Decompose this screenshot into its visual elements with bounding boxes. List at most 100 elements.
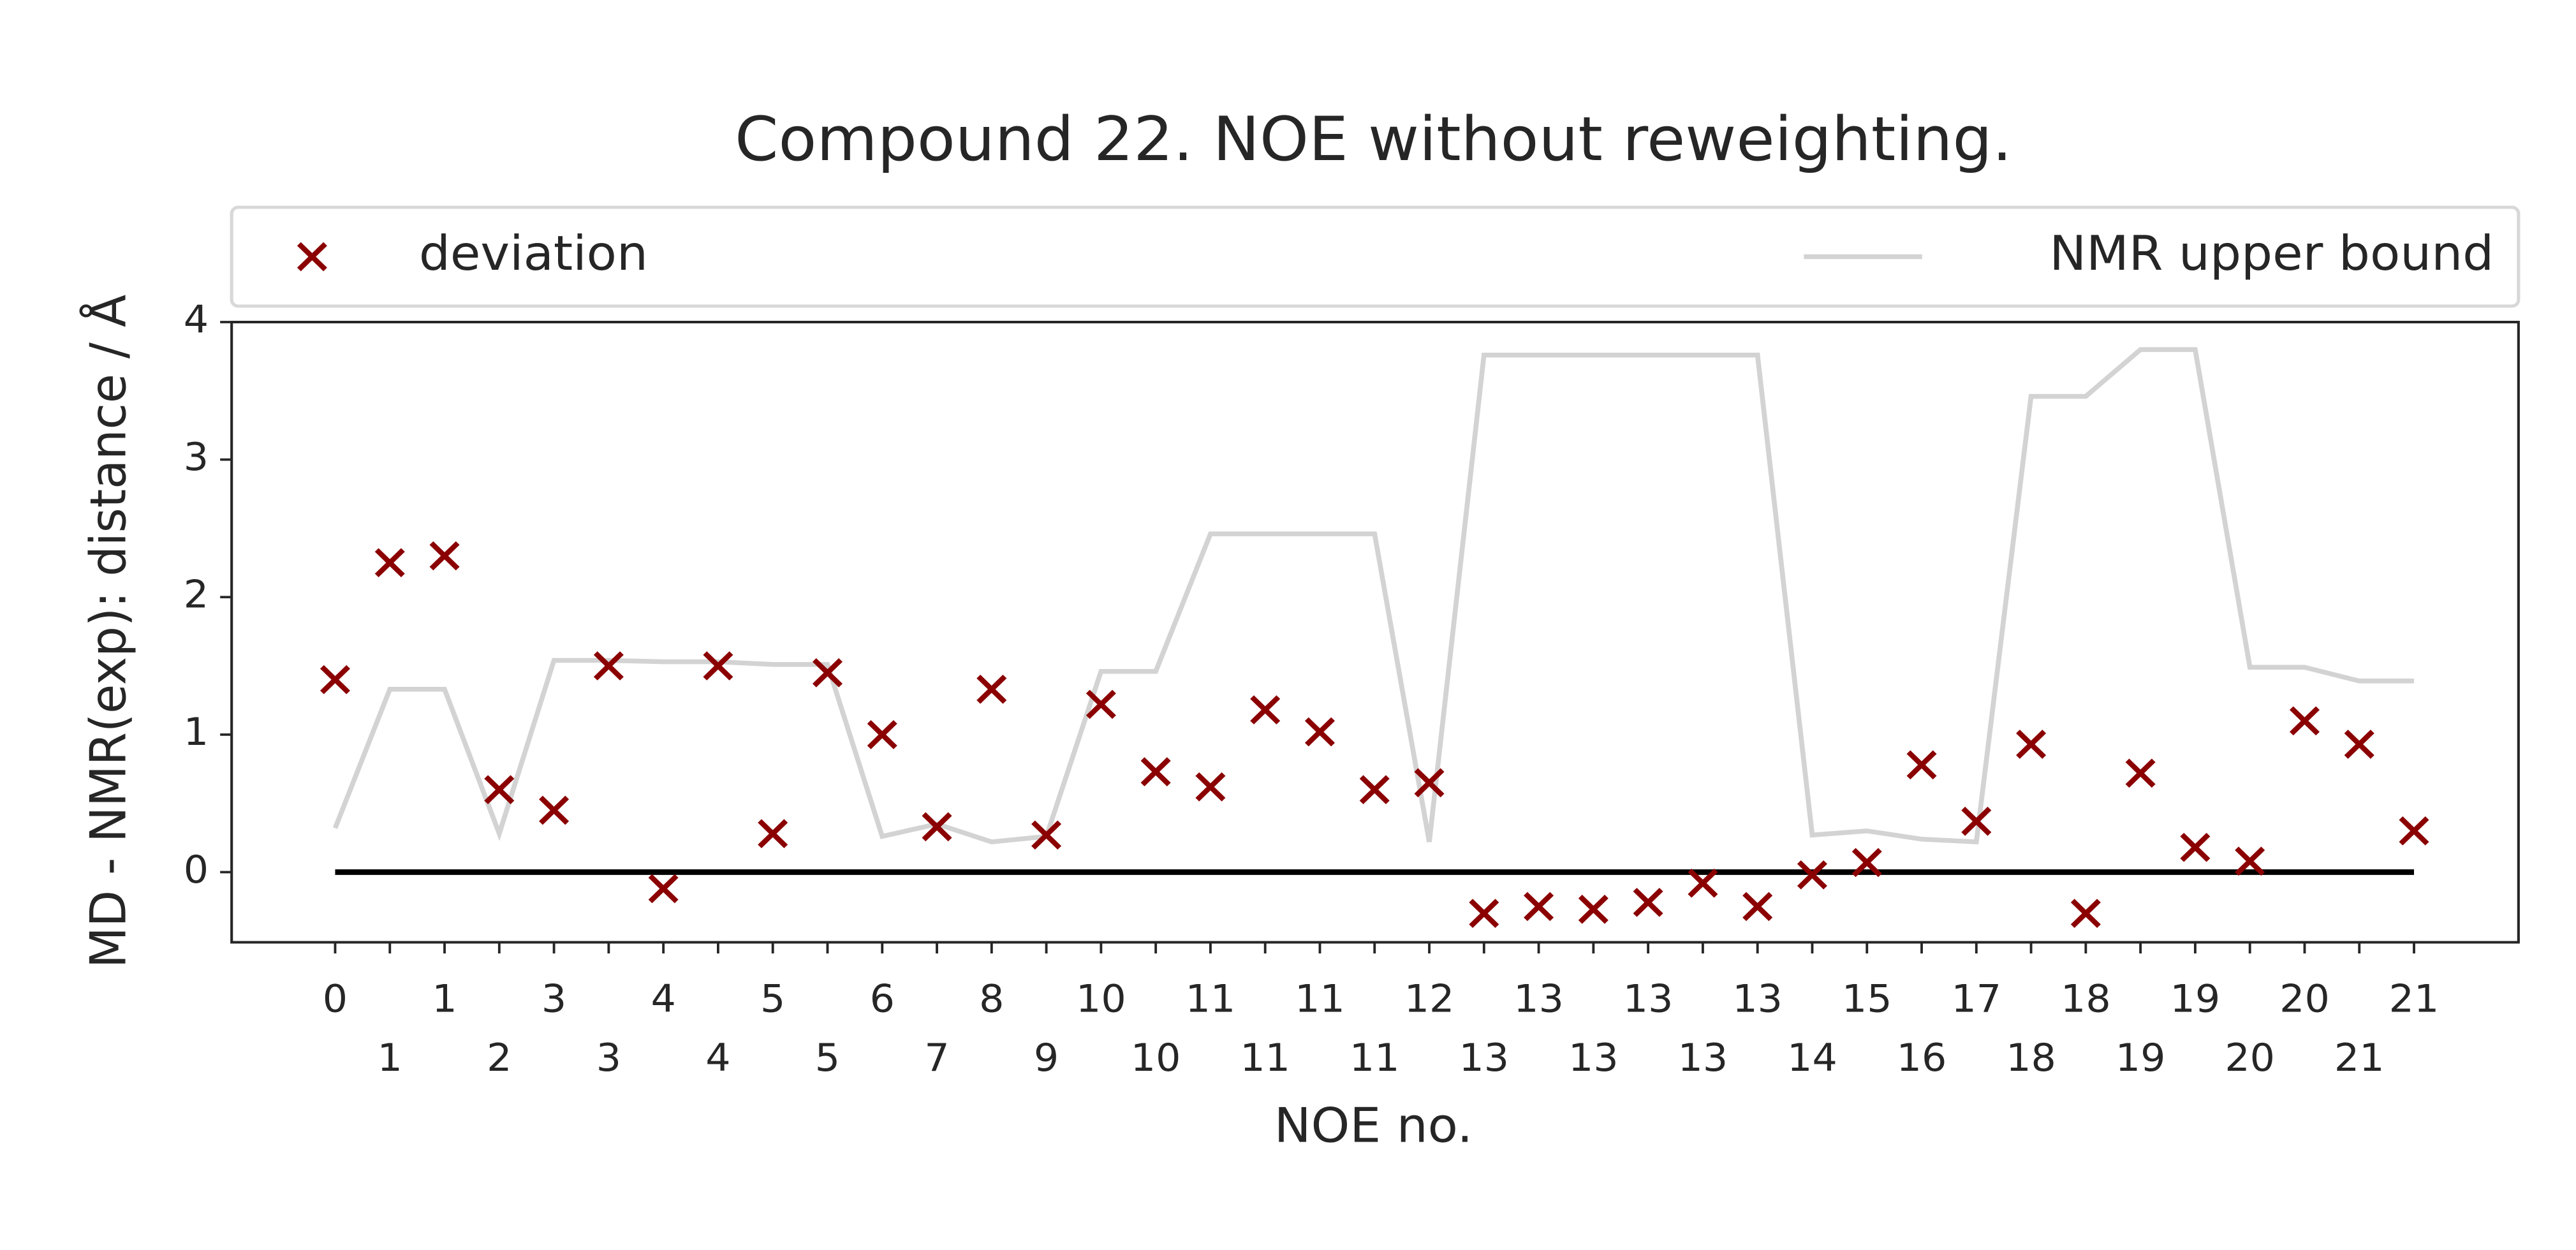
x-tick-label: 13 [1513, 976, 1564, 1021]
x-stroke [1086, 689, 1116, 719]
upper-bound-line [332, 347, 2415, 845]
deviation-marker [703, 651, 733, 680]
x-stroke [320, 665, 351, 695]
x-stroke [758, 819, 788, 848]
y-tick-label: 3 [184, 435, 209, 480]
x-tick-label: 5 [760, 976, 785, 1021]
deviation-marker [1250, 695, 1281, 724]
plot-area [230, 321, 2520, 944]
deviation-marker [812, 658, 843, 688]
x-tick-label: 16 [1897, 1036, 1947, 1080]
deviation-marker [1524, 892, 1554, 922]
deviation-marker [1906, 750, 1937, 780]
deviation-marker [2125, 758, 2156, 788]
x-stroke [812, 658, 843, 688]
x-tick-label: 3 [596, 1036, 621, 1080]
x-stroke [648, 874, 679, 904]
deviation-marker [429, 541, 460, 571]
deviation-marker [1469, 899, 1499, 929]
x-tick-label: 0 [323, 976, 348, 1021]
x-stroke [2180, 832, 2211, 862]
deviation-marker [648, 874, 679, 904]
x-tick-label: 13 [1623, 976, 1674, 1021]
deviation-marker [1086, 689, 1116, 719]
x-tick-label: 10 [1131, 1036, 1181, 1080]
legend-label: NMR upper bound [2049, 225, 2494, 281]
x-stroke [484, 775, 515, 804]
deviation-marker [1578, 894, 1608, 924]
x-stroke [1906, 750, 1937, 780]
x-stroke [1851, 848, 1882, 878]
legend-label: deviation [419, 225, 648, 281]
x-stroke [2016, 730, 2047, 759]
deviation-marker [1633, 888, 1663, 917]
x-tick-label: 7 [924, 1036, 949, 1080]
deviation-marker [1304, 717, 1335, 747]
deviation-marker [1851, 848, 1882, 878]
x-stroke [1469, 899, 1499, 929]
x-tick-label: 11 [1240, 1036, 1290, 1080]
x-axis-label: NOE no. [1274, 1098, 1473, 1154]
x-tick-label: 2 [487, 1036, 512, 1080]
x-stroke [703, 651, 733, 680]
deviation-marker [1414, 768, 1445, 798]
deviation-marker [593, 651, 624, 680]
x-stroke [1414, 768, 1445, 798]
x-stroke [374, 548, 405, 578]
deviation-marker [1797, 860, 1827, 890]
x-stroke [1250, 695, 1281, 724]
x-tick-label: 10 [1076, 976, 1126, 1021]
x-tick-label: 18 [2006, 1036, 2056, 1080]
x-stroke [2289, 706, 2320, 736]
x-tick-label: 5 [815, 1036, 840, 1080]
x-tick-label: 1 [432, 976, 457, 1021]
deviation-marker [1140, 757, 1171, 786]
x-stroke [1524, 892, 1554, 922]
x-stroke [2125, 758, 2156, 788]
deviation-marker [539, 795, 570, 825]
deviation-marker [2016, 730, 2047, 759]
y-tick-label: 4 [184, 297, 209, 342]
x-stroke [1797, 860, 1827, 890]
x-tick-label: 1 [378, 1036, 402, 1080]
x-tick-label: 6 [870, 976, 895, 1021]
x-tick-label: 15 [1842, 976, 1892, 1021]
x-stroke [2235, 846, 2265, 876]
x-tick-label: 18 [2061, 976, 2111, 1021]
x-tick-label: 14 [1787, 1036, 1837, 1080]
x-tick-label: 12 [1404, 976, 1455, 1021]
x-stroke [1961, 806, 1992, 836]
deviation-marker [2235, 846, 2265, 876]
y-tick-label: 0 [184, 848, 209, 892]
deviation-marker [758, 819, 788, 848]
deviation-marker [484, 775, 515, 804]
deviation-marker [1195, 772, 1226, 802]
deviation-marker [867, 720, 897, 749]
x-stroke [297, 242, 327, 272]
deviation-marker [2399, 816, 2429, 846]
x-stroke [1195, 772, 1226, 802]
x-stroke [1304, 717, 1335, 747]
deviation-marker [976, 674, 1007, 704]
x-tick-label: 20 [2225, 1036, 2275, 1080]
x-stroke [922, 812, 952, 842]
x-tick-label: 9 [1034, 1036, 1059, 1080]
x-tick-label: 11 [1350, 1036, 1400, 1080]
x-tick-label: 11 [1295, 976, 1345, 1021]
deviation-marker [1359, 775, 1390, 804]
x-tick-label: 21 [2334, 1036, 2385, 1080]
x-stroke [1578, 894, 1608, 924]
deviation-marker [2070, 899, 2101, 929]
x-stroke [1742, 892, 1773, 922]
y-axis-label: MD - NMR(exp): distance / Å [79, 295, 136, 968]
deviation-marker [2344, 730, 2374, 759]
x-tick-label: 8 [979, 976, 1004, 1021]
x-stroke [539, 795, 570, 825]
x-tick-label: 11 [1186, 976, 1236, 1021]
x-stroke [867, 720, 897, 749]
legend-marker [297, 242, 327, 272]
x-stroke [2344, 730, 2374, 759]
x-tick-label: 13 [1568, 1036, 1619, 1080]
x-stroke [1688, 868, 1718, 898]
